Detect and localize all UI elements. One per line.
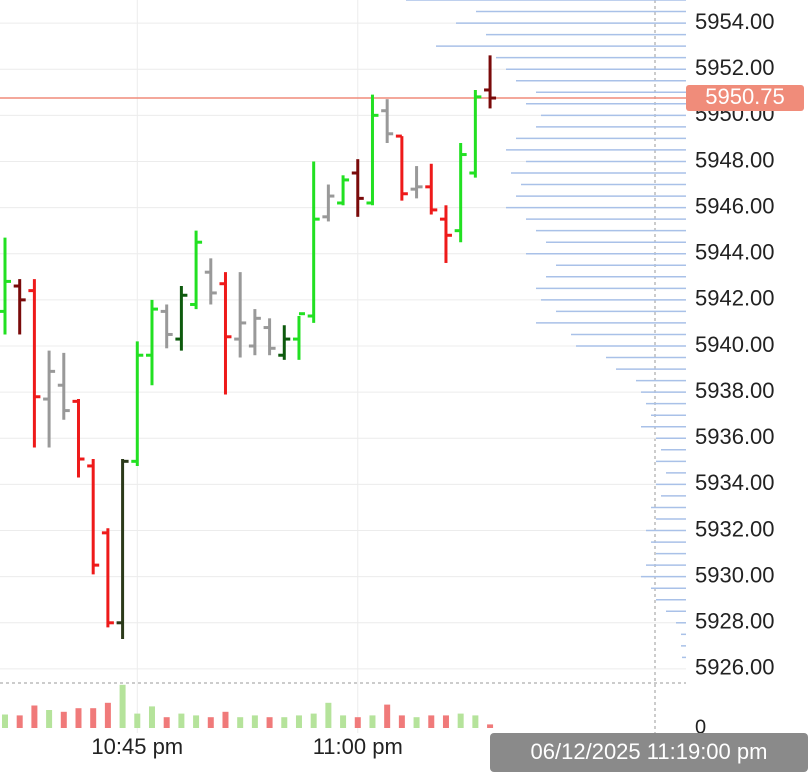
y-tick-label: 5926.00 (695, 655, 775, 680)
volume-bar (354, 717, 361, 728)
y-tick-label: 5946.00 (695, 193, 775, 218)
volume-bar (398, 715, 405, 728)
volume-bar (193, 715, 200, 728)
y-tick-label: 5942.00 (695, 286, 775, 311)
y-tick-label: 5932.00 (695, 516, 775, 541)
crosshair-box (490, 733, 808, 772)
volume-bar (163, 717, 170, 728)
volume-bar (369, 715, 376, 728)
y-tick-label: 5930.00 (695, 562, 775, 587)
y-tick-label: 5948.00 (695, 147, 775, 172)
plot: 5926.00 5928.00 5930.00 5932.00 5934.00 5936.… (0, 0, 804, 759)
y-tick-label: 5952.00 (695, 55, 775, 80)
volume-bar (384, 704, 391, 728)
last-price-box (686, 85, 804, 112)
y-tick-label: 5954.00 (695, 9, 775, 34)
volume-bar (237, 717, 244, 728)
volume-bar (104, 702, 111, 728)
y-tick-label: 5938.00 (695, 378, 775, 403)
last-price-label: 5950.75 (705, 84, 785, 109)
volume-bar (16, 715, 23, 728)
volume-bar (310, 713, 317, 728)
volume-bar (31, 705, 38, 728)
x-tick-label: 10:45 pm (91, 734, 183, 759)
volume-bar (428, 715, 435, 728)
volume-bar (251, 715, 258, 728)
y-tick-label: 5940.00 (695, 332, 775, 357)
volume-bar (119, 684, 126, 728)
volume-bar (295, 715, 302, 728)
volume-bar (487, 724, 494, 728)
volume-bar (413, 717, 420, 728)
volume-bar (207, 717, 214, 728)
volume-bar (46, 710, 53, 728)
volume-bar (457, 713, 464, 728)
volume-bar (325, 702, 332, 728)
volume-bar (90, 708, 97, 728)
x-tick-label: 11:00 pm (313, 734, 403, 759)
y-tick-label: 5944.00 (695, 240, 775, 265)
volume-bar (148, 706, 155, 728)
volume-bar (472, 715, 479, 728)
volume-bar (222, 711, 229, 728)
volume-bar (134, 713, 141, 728)
y-tick-label: 5934.00 (695, 470, 775, 495)
volume-bar (266, 717, 273, 728)
volume-bar (1, 714, 8, 728)
volume-bar (75, 708, 82, 728)
y-tick-label: 5928.00 (695, 609, 775, 634)
crosshair-label: 06/12/2025 11:19:00 pm (531, 739, 768, 764)
volume-bar (442, 715, 449, 728)
volume-bar (281, 717, 288, 728)
volume-bar (340, 715, 347, 728)
volume-bar (60, 711, 67, 728)
volume-tick-label: 0 (695, 716, 706, 738)
y-tick-label: 5936.00 (695, 424, 775, 449)
volume-bar (178, 713, 185, 728)
